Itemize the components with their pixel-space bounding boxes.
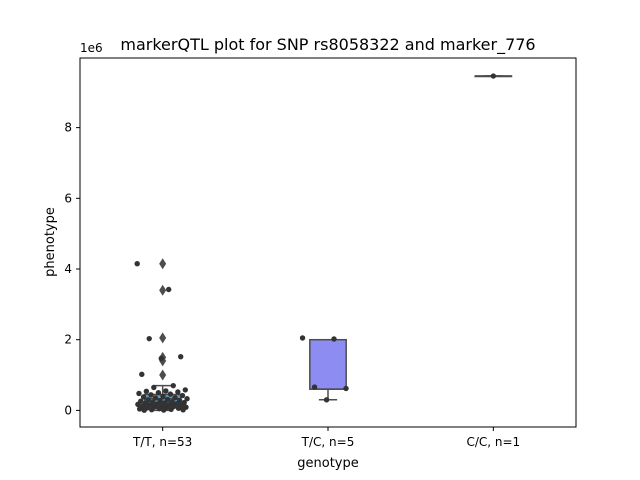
data-point [179,392,186,399]
outlier-marker [159,258,167,270]
data-point [323,397,330,403]
data-point [175,389,181,395]
data-point [146,335,152,342]
y-axis: 0 2 4 6 8 [64,121,80,417]
data-point [490,73,497,79]
y-tick-label: 0 [64,403,72,417]
data-point [331,336,337,342]
data-point [160,407,167,413]
data-point [158,355,164,362]
y-tick-label: 6 [64,191,72,205]
outlier-marker [159,284,167,296]
data-point [180,407,186,413]
data-point [177,353,184,360]
data-point [299,335,306,341]
y-axis-label: phenotype [43,207,58,277]
data-point [134,261,140,267]
data-point [140,394,147,400]
y-multiplier-label: 1e6 [80,41,103,55]
chart-title: markerQTL plot for SNP rs8058322 and mar… [120,35,535,55]
data-point [170,382,176,389]
x-tick-label: T/T, n=53 [132,435,192,449]
data-point [152,395,159,401]
data-point [148,392,154,398]
y-tick-label: 8 [64,121,72,135]
data-point [168,406,174,413]
data-point [175,405,182,411]
data-point [167,391,174,397]
data-point [182,387,188,393]
x-axis: T/T, n=53 T/C, n=5 C/C, n=1 [132,427,520,449]
data-point [163,388,169,394]
data-point [160,393,166,399]
data-point [311,384,318,390]
y-tick-label: 2 [64,333,72,347]
data-point [141,407,147,413]
data-point [155,390,162,396]
data-point [165,286,172,293]
data-point [148,406,155,413]
data-point [143,388,150,395]
data-point [139,371,145,378]
data-point [172,394,178,401]
data-point [156,405,162,412]
data-point [343,385,349,392]
data-point [136,406,143,412]
outlier-marker [159,369,167,381]
data-point [135,401,141,408]
data-point [151,384,157,391]
outlier-marker [159,332,167,344]
x-tick-label: C/C, n=1 [466,435,520,449]
box-body [309,338,347,390]
data-point [184,396,190,402]
data-point [136,390,142,397]
plot-area [134,73,513,413]
x-tick-label: T/C, n=5 [301,435,355,449]
y-tick-label: 4 [64,262,72,276]
x-axis-label: genotype [297,456,358,471]
